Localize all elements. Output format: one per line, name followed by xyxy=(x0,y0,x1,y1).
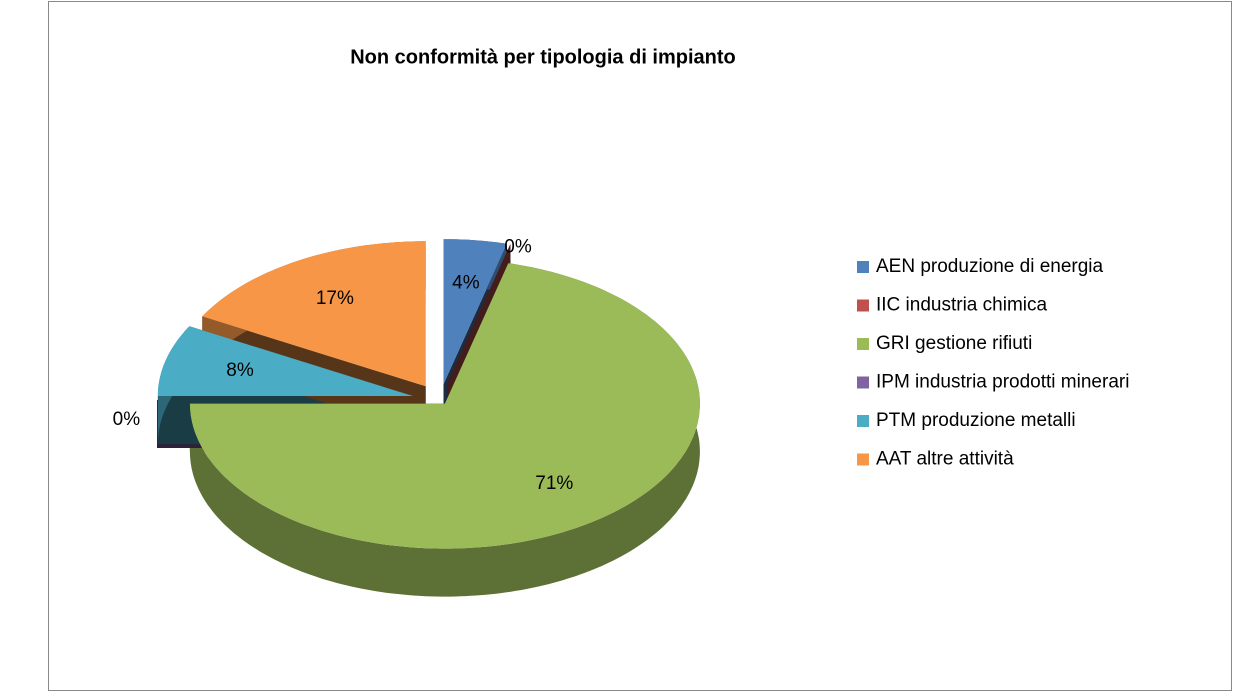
legend-swatch xyxy=(857,261,869,273)
legend-label: AEN produzione di energia xyxy=(876,256,1104,277)
data-label: 17% xyxy=(316,288,354,309)
slice xyxy=(189,263,700,549)
data-label: 0% xyxy=(113,409,141,430)
slice xyxy=(443,239,507,385)
slice xyxy=(202,241,426,387)
legend-swatch xyxy=(857,299,869,312)
data-label: 4% xyxy=(452,272,480,293)
data-label: 71% xyxy=(535,473,573,494)
legend-label: IIC industria chimica xyxy=(876,295,1047,316)
legend-label: IPM industria prodotti minerari xyxy=(876,372,1129,393)
legend-swatch xyxy=(857,376,869,389)
legend-swatch xyxy=(857,415,869,427)
legend-label: PTM produzione metalli xyxy=(876,410,1076,431)
legend-swatch xyxy=(857,453,869,466)
slice-tops xyxy=(157,239,700,549)
data-label: 0% xyxy=(504,236,532,257)
legend-swatch xyxy=(857,338,869,350)
slice xyxy=(157,326,413,397)
legend-label: AAT altre attività xyxy=(876,449,1014,470)
legend-label: GRI gestione rifiuti xyxy=(876,333,1032,354)
chart-title: Non conformità per tipologia di impianto xyxy=(350,46,736,68)
data-label: 8% xyxy=(226,360,254,381)
